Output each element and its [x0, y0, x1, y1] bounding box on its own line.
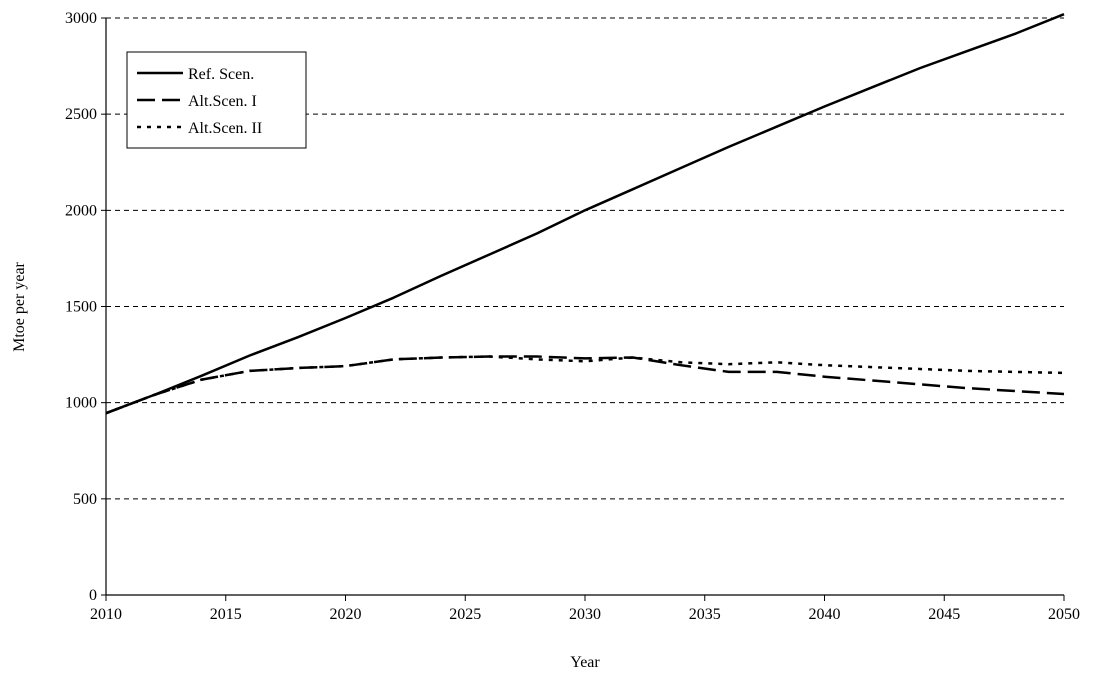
series-line-3 [105, 355, 1065, 415]
legend-box [126, 51, 307, 149]
y-tick-label-1500: 1500 [65, 299, 97, 316]
series-line-2 [105, 355, 1065, 415]
y-axis-title: Mtoe per year [11, 261, 28, 351]
x-tick-label-2035: 2035 [689, 606, 721, 623]
y-tick-label-0: 0 [89, 587, 97, 604]
series-line-1 [105, 13, 1065, 415]
x-tick-label-2030: 2030 [569, 606, 601, 623]
y-tick-label-2000: 2000 [65, 202, 97, 219]
legend-label-1: Ref. Scen. [188, 66, 254, 83]
x-tick-label-2015: 2015 [210, 606, 242, 623]
x-tick-label-2040: 2040 [809, 606, 841, 623]
y-tick-label-500: 500 [73, 491, 97, 508]
series-lines [105, 13, 1065, 415]
y-tick-label-3000: 3000 [65, 10, 97, 27]
x-tick-label-2025: 2025 [449, 606, 481, 623]
x-tick-label-2045: 2045 [928, 606, 960, 623]
legend-label-3: Alt.Scen. II [188, 120, 262, 137]
x-axis-title: Year [570, 654, 600, 671]
x-tick-label-2010: 2010 [90, 606, 122, 623]
tick-labels: 0 500 1000 1500 2000 2500 3000 2010 2015 2020 2025… [65, 10, 1080, 623]
legend: Ref. Scen. Alt.Scen. I Alt.Scen. II [126, 51, 307, 149]
y-tick-label-2500: 2500 [65, 106, 97, 123]
legend-label-2: Alt.Scen. I [188, 93, 257, 110]
y-tick-label-1000: 1000 [65, 395, 97, 412]
x-tick-label-2050: 2050 [1048, 606, 1080, 623]
x-tick-label-2020: 2020 [330, 606, 362, 623]
